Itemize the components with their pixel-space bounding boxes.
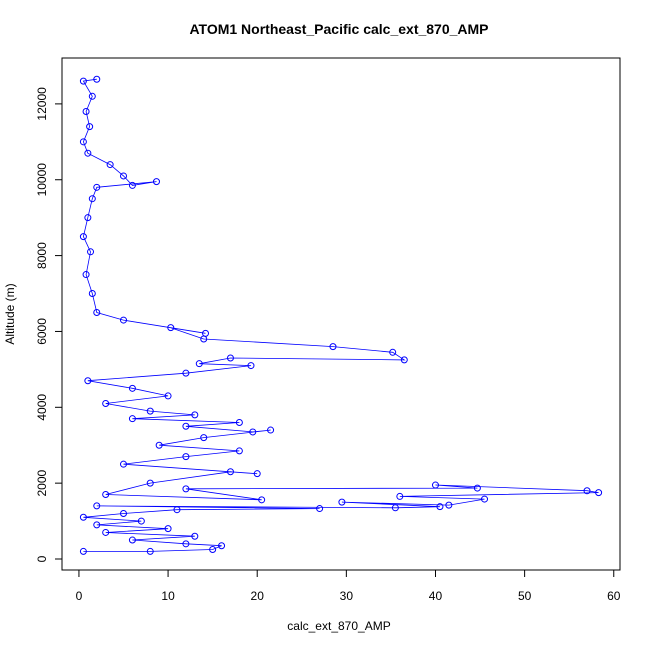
data-point (88, 290, 96, 298)
x-tick-label: 0 (76, 589, 83, 603)
data-point (120, 460, 128, 468)
data-point (389, 348, 397, 356)
data-point (128, 536, 136, 544)
data-point (258, 496, 266, 504)
data-point (191, 411, 199, 419)
x-tick-label: 40 (429, 589, 443, 603)
data-point (84, 149, 92, 157)
data-point (202, 329, 210, 337)
x-tick-label: 20 (251, 589, 265, 603)
x-tick-label: 30 (340, 589, 354, 603)
data-point (79, 513, 87, 521)
data-point (191, 532, 199, 540)
x-tick-label: 60 (607, 589, 621, 603)
data-point (235, 447, 243, 455)
data-point (595, 489, 603, 497)
data-point (445, 501, 453, 509)
data-point (436, 503, 444, 511)
data-point (82, 271, 90, 279)
data-point (182, 369, 190, 377)
data-point (102, 400, 110, 408)
y-tick-label: 12000 (35, 87, 49, 121)
y-tick-label: 2000 (35, 469, 49, 496)
plot-frame (61, 57, 621, 571)
data-point (86, 123, 94, 131)
chart-title: ATOM1 Northeast_Pacific calc_ext_870_AMP (189, 21, 488, 37)
series-line (82, 78, 599, 552)
data-point (226, 354, 234, 362)
data-point (120, 172, 128, 180)
y-tick-label: 6000 (35, 318, 49, 345)
data-point (84, 377, 92, 385)
y-tick-label: 0 (35, 555, 49, 562)
data-point (128, 384, 136, 392)
data-point (209, 546, 217, 554)
data-point (473, 484, 481, 492)
data-point (167, 324, 175, 332)
data-point (88, 195, 96, 203)
y-axis-label: Altitude (m) (3, 283, 17, 344)
data-point (182, 485, 190, 493)
data-point (431, 481, 439, 489)
data-point (391, 504, 399, 512)
data-point (329, 343, 337, 351)
data-point (316, 505, 324, 513)
x-tick-label: 10 (161, 589, 175, 603)
data-point (79, 233, 87, 241)
data-point (247, 362, 255, 370)
data-point (93, 308, 101, 316)
data-point (93, 502, 101, 510)
y-tick-label: 8000 (35, 242, 49, 269)
data-point (93, 521, 101, 529)
data-point (182, 453, 190, 461)
data-point (146, 547, 154, 555)
data-point (164, 392, 172, 400)
y-tick-label: 10000 (35, 163, 49, 197)
data-point (79, 138, 87, 146)
data-point (195, 360, 203, 368)
data-point (146, 479, 154, 487)
data-point (173, 506, 181, 514)
data-point (120, 316, 128, 324)
data-point (93, 75, 101, 83)
y-tick-label: 4000 (35, 394, 49, 421)
data-point (155, 441, 163, 449)
data-point (128, 415, 136, 423)
data-point (226, 468, 234, 476)
data-point (102, 491, 110, 499)
data-point (249, 428, 257, 436)
data-point (137, 517, 145, 525)
data-point (88, 92, 96, 100)
x-tick-label: 50 (518, 589, 532, 603)
data-point (128, 181, 136, 189)
data-point (164, 525, 172, 533)
data-point (396, 492, 404, 500)
data-point (79, 547, 87, 555)
data-point (106, 161, 114, 169)
data-point (182, 540, 190, 548)
data-point (218, 542, 226, 550)
data-point (146, 407, 154, 415)
data-point (152, 178, 160, 186)
data-point (120, 509, 128, 517)
data-point (93, 183, 101, 191)
x-axis-label: calc_ext_870_AMP (287, 619, 390, 633)
data-point (84, 214, 92, 222)
data-point (481, 495, 489, 503)
data-point (235, 418, 243, 426)
data-point (182, 422, 190, 430)
data-point (82, 107, 90, 115)
data-point (102, 528, 110, 536)
data-point (267, 426, 275, 434)
data-point (200, 434, 208, 442)
data-point (79, 77, 87, 85)
data-point (87, 248, 95, 256)
data-point (338, 498, 346, 506)
data-point (583, 487, 591, 495)
data-point (400, 356, 408, 364)
data-point (253, 470, 261, 478)
